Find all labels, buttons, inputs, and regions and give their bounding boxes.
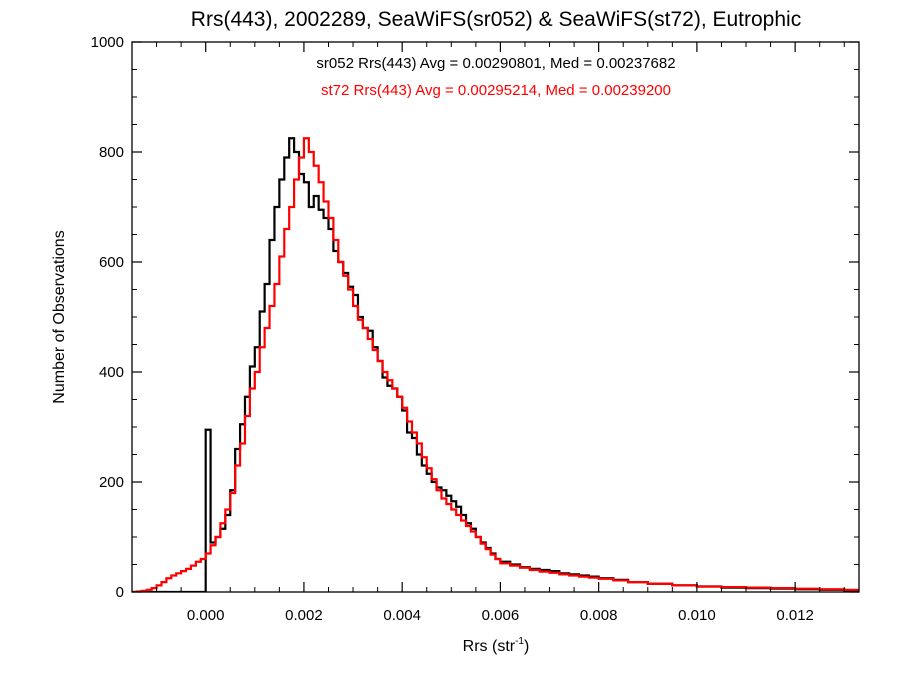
y-tick-label: 800 [99,144,124,161]
x-tick-label: 0.006 [482,607,520,624]
plot-frame [131,41,860,593]
y-tick-label: 200 [99,474,124,491]
annotation-sr052: sr052 Rrs(443) Avg = 0.00290801, Med = 0… [316,55,675,72]
x-axis-label-main: Rrs (str [463,638,516,655]
x-tick-label: 0.002 [285,607,323,624]
x-tick-label: 0.008 [580,607,618,624]
y-tick-label: 1000 [91,34,124,51]
y-tick-label: 0 [116,584,124,601]
annotation-st72: st72 Rrs(443) Avg = 0.00295214, Med = 0.… [321,82,671,99]
x-tick-label: 0.000 [187,607,225,624]
x-axis-label: Rrs (str-1) [463,636,530,655]
x-axis-label-tail: ) [524,638,529,655]
y-axis-label: Number of Observations [51,230,68,403]
chart-title: Rrs(443), 2002289, SeaWiFS(sr052) & SeaW… [191,8,801,31]
series-line-sr052 [132,137,859,592]
x-axis: 0.000 0.002 0.004 0.006 0.008 0.010 0.012 [131,42,845,624]
x-tick-label: 0.004 [383,607,421,624]
y-axis: 0 200 400 600 800 1000 [91,34,859,601]
x-tick-label: 0.012 [776,607,814,624]
series-line-st72 [132,137,859,592]
y-tick-label: 400 [99,364,124,381]
x-tick-label: 0.010 [678,607,716,624]
y-tick-label: 600 [99,254,124,271]
plot-area [132,137,859,592]
x-axis-label-sup: -1 [515,636,524,647]
